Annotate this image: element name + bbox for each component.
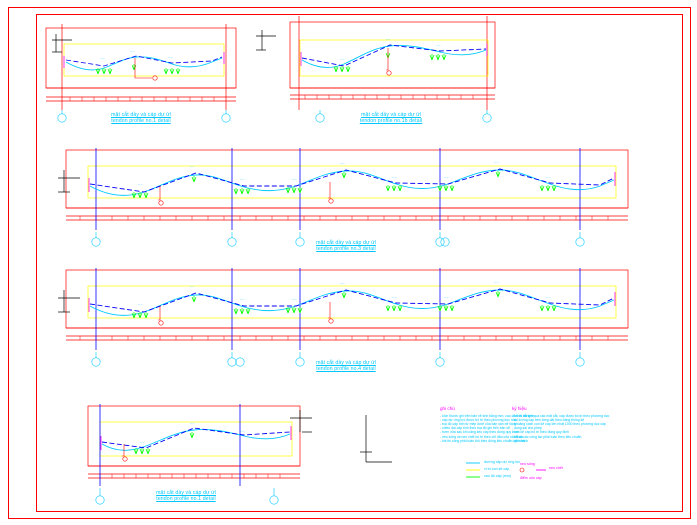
dim-label: ─ ─ [168,56,173,59]
notes-block: ghi chú - kích thước ghi trên bản vẽ tín… [440,406,534,443]
notes-heading: ghi chú [440,406,455,411]
caption-line2: tendon profile no.1 detail [111,118,171,125]
dim-label: ─ ─ [140,441,145,444]
panel-tendon-profile-no1b [256,16,496,123]
dim-label: ─ ─ [386,38,391,41]
caption-line2: tendon profile no.1b detail [359,118,423,125]
caption-line2: tendon profile no.4 detail [316,366,376,373]
legend-anchor-label-2: neo chết [549,466,563,470]
dim-label: ─ ─ [340,162,345,165]
caption-line1: mặt cắt dầy và cáp dự ứl [111,112,171,118]
dim-label: ─ ─ [494,161,499,164]
dim-label: ─ ─ [138,303,143,306]
legend-item-label-2: vị trí con kê cáp [484,467,510,471]
dim-label: ─ ─ [392,176,397,179]
caption-tendon-profile-no4: mặt cắt dầy và cáp dự ứl tendon profile … [300,360,392,373]
dim-label: ─ ─ [494,281,499,284]
caption-line1: mặt cắt dầy và cáp dự ứl [316,360,376,366]
dim-label: ─ ─ [546,176,551,179]
legend-item-label-3: cao độ cáp (mm) [484,474,511,478]
caption-line2: tendon profile no.3 detail [316,246,376,253]
caption-line1: mặt cắt dầy và cáp dự ứl [316,240,376,246]
dim-label: ─ ─ [240,298,245,301]
dim-label: ─ ─ [190,285,195,288]
legend-heading: ký hiệu [512,406,527,411]
dim-label: ─ ─ [138,183,143,186]
sheet-border-outer [8,7,691,519]
dim-label: ─ ─ [190,165,195,168]
legend-item-label-1: đường cáp dự ứng lực [484,460,521,464]
legend-right-line-2: - số lượng cáp trên từng dải theo bảng t… [512,417,585,422]
dim-label: ─ ─ [340,282,345,285]
dim-label: ─ ─ [436,44,441,47]
dim-label: ─ ─ [444,176,449,179]
legend-right-line-5: - con kê cáp bố trí theo đúng quy định [512,430,569,435]
caption-line1: mặt cắt dầy và cáp dự ứl [156,490,216,496]
legend-right-line-6: - tất cả các công tác phải tuân theo tiê… [512,434,582,439]
caption-tendon-profile-no1: mặt cắt dầy và cáp dự ứl tendon profile … [96,112,186,125]
panel-tendon-profile-no1-bottom [87,404,312,505]
sheet-border-inner [36,14,683,512]
caption-line1: mặt cắt dầy và cáp dự ứl [361,112,421,118]
legend-symbols [466,462,546,478]
legend-right-line-7: - ghi chú [512,438,526,443]
dim-label: ─ ─ [392,296,397,299]
panel-tendon-profile-no1 [45,24,237,123]
caption-tendon-profile-no1b: mặt cắt dầy và cáp dự ứl tendon profile … [345,112,437,125]
panel-tendon-profile-no3 [58,148,629,247]
dim-label: ─ ─ [240,430,245,433]
legend-anchor-label-1: neo sống [520,462,535,466]
dim-label: ─ ─ [546,296,551,299]
legend-right-line-1: - bố trí chi tiết qua các mặt cắt, cáp đ… [512,413,610,418]
dim-label: ─ ─ [292,178,297,181]
dim-label: ─ ─ [130,50,135,53]
caption-line2: tendon profile no.1 detail [156,496,216,503]
dim-label: ─ ─ [340,58,345,61]
dim-label: ─ ─ [240,178,245,181]
legend-anchor-label-3: điểm uốn cáp [520,476,542,480]
legend-right-line-4: - dung sai cho phép [512,426,542,431]
north-axis-symbol [360,415,392,463]
notes-line-7: - khi thi công phải tuân thủ theo đúng t… [440,438,529,443]
dim-label: ─ ─ [100,57,105,60]
dim-label: ─ ─ [190,422,195,425]
caption-tendon-profile-no1-bottom: mặt cắt dầy và cáp dự ứl tendon profile … [140,490,232,503]
legend-block: ký hiệu - bố trí chi tiết qua các mặt cắ… [512,406,610,443]
dim-label: ─ ─ [444,296,449,299]
legend-right-line-3: - khoảng cách con kê cáp lớn nhất 1000 t… [512,422,606,426]
panel-tendon-profile-no4 [58,268,629,367]
caption-tendon-profile-no3: mặt cắt dầy và cáp dự ứl tendon profile … [300,240,392,253]
notes-line-2: - cáp dự ứng lực được bố trí theo phương… [440,417,517,422]
dim-label: ─ ─ [292,298,297,301]
notes-line-4: - chiều dài cáp tính theo toạ độ ghi trê… [440,426,510,431]
